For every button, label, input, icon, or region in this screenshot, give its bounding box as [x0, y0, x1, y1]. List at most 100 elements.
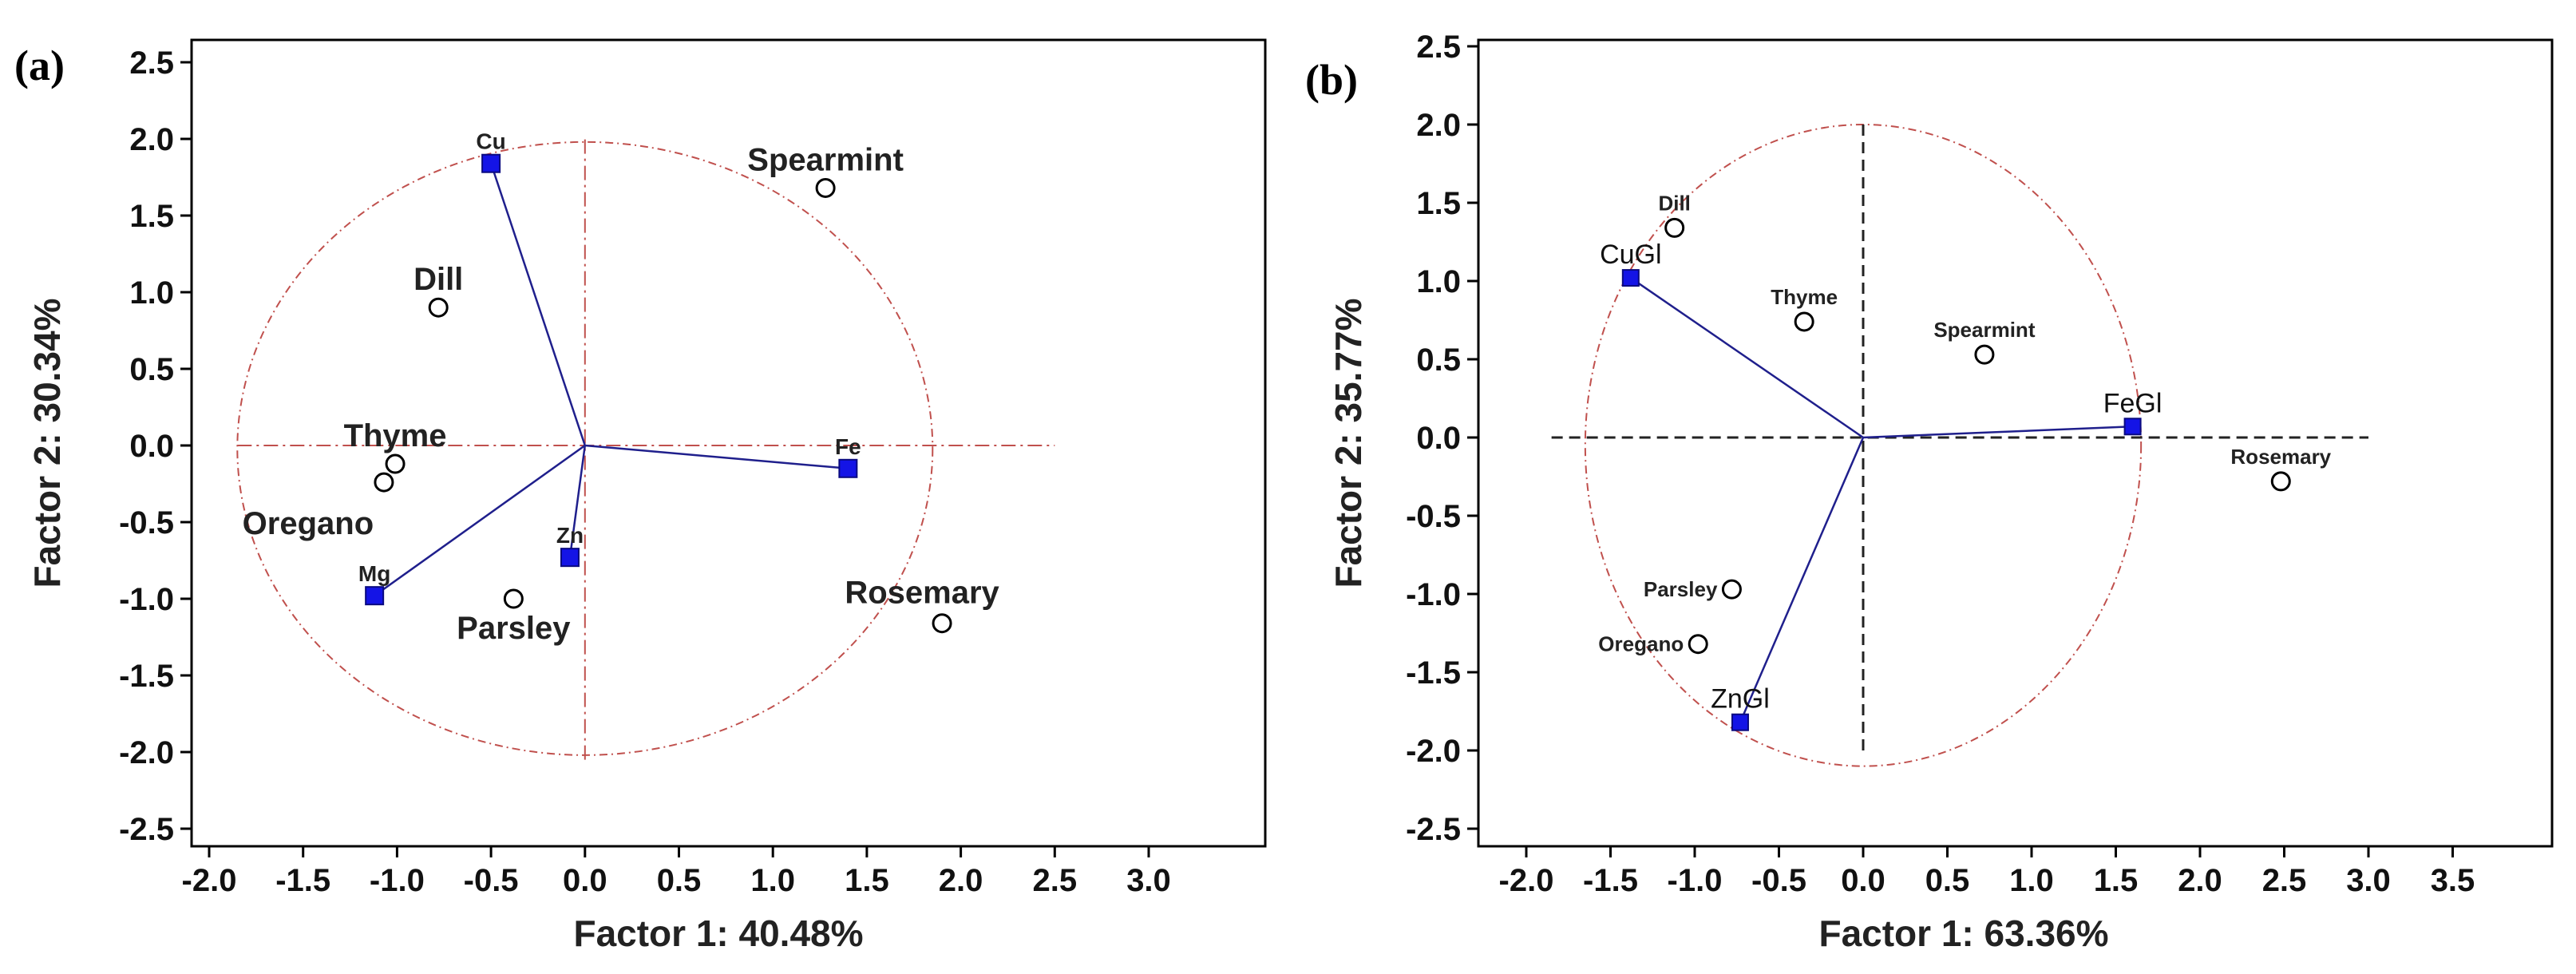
y-tick-label: 1.5: [129, 199, 174, 234]
observation-label: Oregano: [243, 506, 374, 541]
loading-vector: [1739, 437, 1865, 723]
x-tick-label: -0.5: [1751, 863, 1806, 898]
variable-marker: [1731, 713, 1749, 731]
y-tick-label: -2.0: [1406, 734, 1461, 769]
x-tick-label: -1.0: [1668, 863, 1723, 898]
observation-label: Oregano: [1598, 632, 1684, 656]
observation-point: [374, 472, 394, 493]
loading-vector: [584, 444, 849, 470]
y-tick-label: 0.5: [129, 352, 174, 387]
y-tick-label: 1.5: [1416, 186, 1461, 221]
x-tick-label: 3.5: [2431, 863, 2475, 898]
panel-b-label: (b): [1305, 56, 1358, 104]
x-tick-label: 3.0: [1126, 863, 1171, 898]
x-tick-label: 0.5: [1925, 863, 1970, 898]
observation-point: [428, 297, 449, 318]
x-tick-label: 2.5: [1032, 863, 1077, 898]
loading-vector: [489, 163, 586, 446]
observation-label: Thyme: [344, 418, 447, 453]
panel-b-observations: Dill Thyme Spearmint Rosemary Parsley Oregano: [1598, 191, 2331, 655]
x-tick-label: -1.0: [370, 863, 425, 898]
panel-b-x-ticks: -2.0 -1.5 -1.0 -0.5 0.0 0.5 1.0 1.5 2.0 2.5 3.0 3.5: [1499, 846, 2475, 898]
variable-label: CuGl: [1600, 240, 1661, 270]
y-tick-label: 0.0: [129, 429, 174, 464]
panel-a-label: (a): [14, 42, 65, 89]
observation-label: Spearmint: [747, 142, 904, 177]
observation-label: Parsley: [457, 611, 571, 646]
x-tick-label: 2.0: [939, 863, 983, 898]
observation-label: Thyme: [1771, 285, 1838, 309]
panel-a-x-axis-title: Factor 1: 40.48%: [573, 913, 863, 954]
variable-marker: [365, 586, 385, 606]
y-tick-label: -1.5: [1406, 655, 1461, 691]
x-tick-label: -2.0: [1499, 863, 1554, 898]
x-tick-label: 0.0: [563, 863, 607, 898]
variable-label: Zn: [556, 523, 584, 548]
x-tick-label: 1.5: [2094, 863, 2139, 898]
y-tick-label: 1.0: [129, 275, 174, 311]
y-tick-label: 0.5: [1416, 342, 1461, 378]
observation-point: [2270, 471, 2291, 492]
x-tick-label: -1.5: [275, 863, 330, 898]
panel-b-x-axis-title: Factor 1: 63.36%: [1818, 913, 2108, 954]
observation-label: Dill: [414, 262, 463, 297]
y-tick-label: -0.5: [119, 505, 174, 540]
observation-point: [1974, 344, 1995, 365]
y-tick-label: 1.0: [1416, 264, 1461, 299]
observation-point: [1688, 634, 1708, 655]
loading-vector: [568, 445, 587, 558]
x-tick-label: 1.0: [2009, 863, 2054, 898]
panel-a-y-axis-title: Factor 2: 30.34%: [26, 298, 68, 588]
panel-a-variables: Cu Fe Zn Mg: [358, 129, 861, 606]
panel-b: (b) Dill Thyme Spearmint Rosemary Parsley Ore…: [1305, 30, 2554, 954]
observation-label: Dill: [1658, 191, 1690, 215]
y-tick-label: 0.0: [1416, 421, 1461, 456]
variable-label: Mg: [358, 561, 390, 586]
variable-marker: [838, 458, 858, 478]
panel-b-y-axis-title: Factor 2: 35.77%: [1328, 298, 1369, 588]
x-tick-label: 1.5: [845, 863, 889, 898]
panel-b-plot-frame: [1477, 38, 2554, 848]
y-tick-label: -2.0: [119, 735, 174, 770]
observation-point: [932, 613, 952, 634]
y-tick-label: 2.0: [129, 122, 174, 157]
variable-marker: [481, 153, 501, 173]
observation-point: [1664, 217, 1685, 238]
variable-label: Cu: [476, 129, 505, 154]
x-tick-label: 2.5: [2262, 863, 2307, 898]
loading-vector: [1862, 426, 2133, 439]
y-tick-label: -2.5: [119, 812, 174, 847]
observation-point: [503, 588, 524, 609]
x-tick-label: -1.5: [1583, 863, 1638, 898]
panel-a-x-ticks: -2.0 -1.5 -1.0 -0.5 0.0 0.5 1.0 1.5 2.0 2.5 3.0: [182, 846, 1171, 898]
observation-point: [1794, 311, 1814, 332]
x-tick-label: 0.0: [1841, 863, 1886, 898]
x-tick-label: -2.0: [182, 863, 237, 898]
variable-marker: [2123, 418, 2142, 436]
panel-a-plot-frame: [190, 38, 1267, 848]
variable-label: Fe: [835, 434, 861, 459]
observation-label: Rosemary: [2230, 445, 2331, 469]
variable-marker: [560, 548, 580, 568]
loading-vector: [374, 444, 586, 597]
y-tick-label: 2.5: [1416, 30, 1461, 65]
y-tick-label: 2.0: [1416, 108, 1461, 143]
variable-marker: [1621, 269, 1640, 287]
y-tick-label: -1.0: [1406, 577, 1461, 612]
panel-a-observations: Spearmint Dill Thyme Oregano Parsley Rosemary: [243, 142, 1000, 646]
observation-label: Spearmint: [1933, 318, 2035, 342]
observation-point: [385, 453, 406, 474]
observation-label: Parsley: [1644, 577, 1718, 601]
y-tick-label: -2.5: [1406, 812, 1461, 847]
y-tick-label: -1.0: [119, 582, 174, 617]
x-tick-label: 0.5: [657, 863, 702, 898]
variable-label: FeGl: [2103, 388, 2162, 418]
x-tick-label: 2.0: [2178, 863, 2222, 898]
panel-b-reference-lines: [1551, 124, 2368, 767]
x-tick-label: -0.5: [464, 863, 519, 898]
panel-b-loading-vectors: [1630, 277, 2133, 723]
panel-b-y-ticks: -2.5 -2.0 -1.5 -1.0 -0.5 0.0 0.5 1.0 1.5 2.0 2.5: [1406, 30, 1478, 847]
panel-b-variables: CuGl FeGl ZnGl: [1600, 240, 2162, 731]
x-tick-label: 1.0: [750, 863, 795, 898]
